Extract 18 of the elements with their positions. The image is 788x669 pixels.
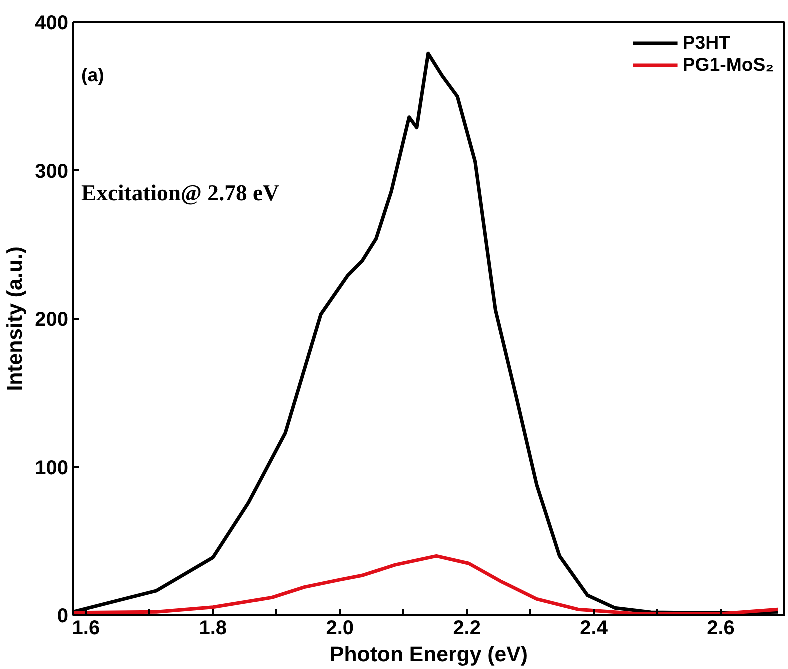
y-tick-label: 0 xyxy=(57,606,68,628)
x-tick-label: 1.6 xyxy=(72,618,100,640)
x-axis-title: Photon Energy (eV) xyxy=(330,642,528,666)
y-tick-label: 100 xyxy=(35,457,69,480)
annotation: Excitation@ 2.78 eV xyxy=(82,180,280,206)
annotation: (a) xyxy=(82,64,104,86)
x-tick-label: 2.6 xyxy=(707,618,735,640)
line-series xyxy=(74,554,780,616)
y-tick-label: 300 xyxy=(35,160,69,183)
legend-label: PG1-MoS₂ xyxy=(682,54,774,76)
x-tick-label: 1.8 xyxy=(199,618,228,640)
y-tick-label: 200 xyxy=(35,309,69,331)
x-tick-label: 2.2 xyxy=(453,618,481,640)
y-axis-title: Intensity (a.u.) xyxy=(3,246,28,392)
x-tick-label: 2.0 xyxy=(326,618,354,640)
x-tick-label: 2.4 xyxy=(580,618,609,640)
y-tick-label: 400 xyxy=(35,12,69,34)
legend-label: P3HT xyxy=(682,32,730,54)
